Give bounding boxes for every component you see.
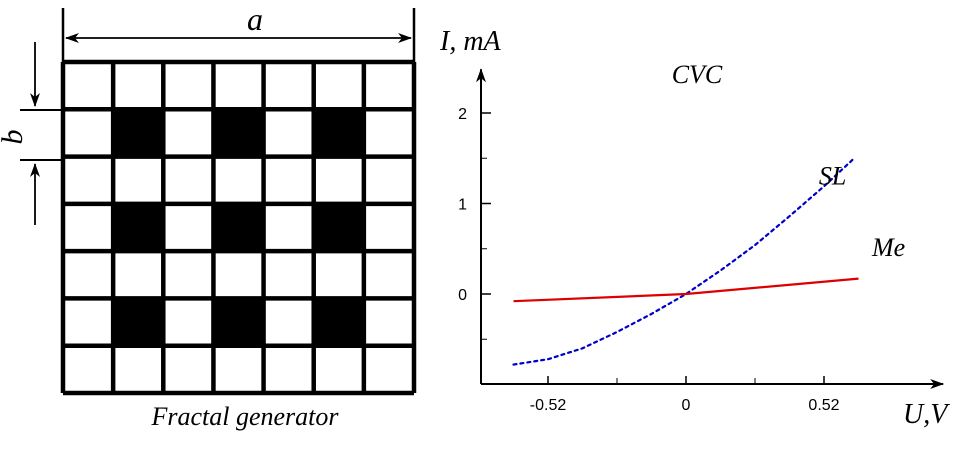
y-tick-label: 0 [458, 287, 467, 304]
chart-title: CVC [672, 60, 723, 89]
x-tick-label: 0.52 [808, 397, 839, 414]
series-me-label: Me [871, 233, 905, 262]
cvc-chart: 0 1 2 -0.52 0 0.52 SL Me CVC I, mA U,V [439, 26, 950, 430]
series-sl-line [512, 158, 855, 366]
black-cell [313, 109, 364, 157]
grid-lines [60, 59, 417, 396]
black-cell [213, 203, 264, 252]
y-tick-label: 2 [458, 106, 467, 123]
series-me-line [513, 277, 859, 303]
series-sl-label: SL [819, 161, 846, 190]
x-axis-label: U,V [903, 399, 950, 430]
chart-ticks: 0 1 2 -0.52 0 0.52 [458, 106, 840, 414]
y-tick-label: 1 [458, 197, 467, 214]
black-cell [113, 109, 164, 157]
dimension-a-label: a [247, 1, 263, 37]
dimension-b-label: b [0, 130, 29, 145]
black-cell [213, 109, 264, 157]
x-tick-label: -0.52 [530, 397, 567, 414]
black-cell [313, 298, 364, 346]
fractal-generator: a b Fractal generator [0, 1, 417, 431]
black-cell [313, 203, 364, 252]
chart-series: SL Me [512, 158, 905, 366]
black-cell [113, 203, 164, 252]
grid-black-cells [113, 109, 364, 346]
black-cell [213, 298, 264, 346]
black-cell [113, 298, 164, 346]
x-tick-label: 0 [682, 397, 691, 414]
y-axis-label: I, mA [439, 26, 502, 57]
fractal-caption: Fractal generator [150, 402, 339, 431]
